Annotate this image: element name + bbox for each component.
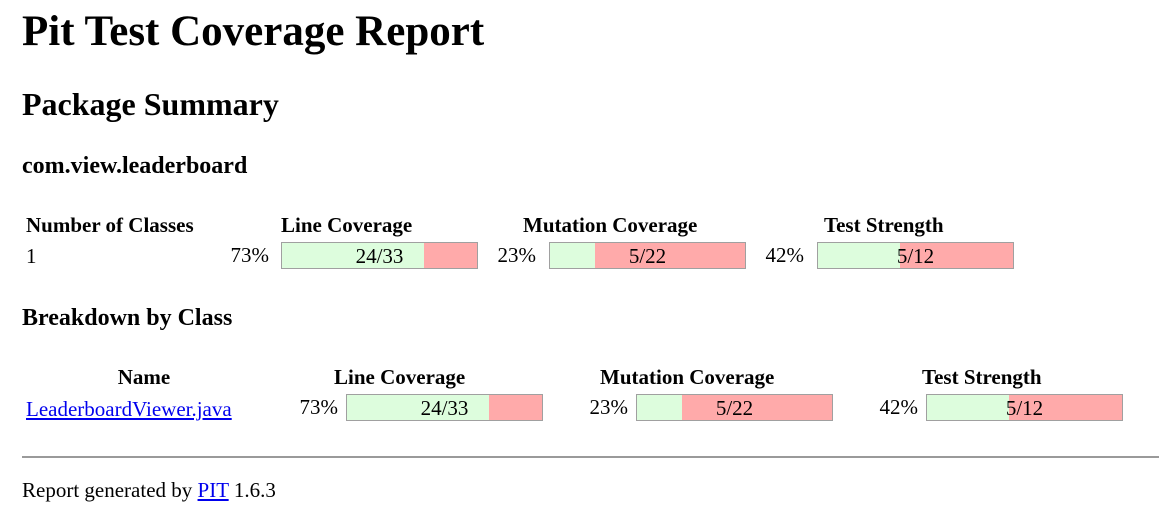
- line-coverage-covered-fill: [347, 395, 490, 420]
- header-number-of-classes: Number of Classes: [26, 213, 194, 237]
- footer-prefix: Report generated by: [22, 478, 193, 502]
- footer-divider: [22, 456, 1159, 458]
- test-strength-percent: 42%: [879, 395, 919, 419]
- test-strength-covered-fill: [927, 395, 1009, 420]
- line-coverage-covered-fill: [282, 243, 425, 268]
- class-file-link[interactable]: LeaderboardViewer.java: [26, 397, 232, 421]
- line-coverage-percent: 73%: [299, 395, 339, 419]
- test-strength-label: 5/12: [1005, 396, 1044, 420]
- mutation-coverage-covered-fill: [550, 243, 595, 268]
- line-coverage-label: 24/33: [355, 244, 404, 268]
- pit-link[interactable]: PIT: [197, 478, 229, 502]
- test-strength-covered-fill: [818, 243, 900, 268]
- header-mutation-coverage: Mutation Coverage: [600, 365, 775, 389]
- number-of-classes-value: 1: [26, 244, 37, 268]
- test-strength-bar: 5/12: [817, 242, 1014, 269]
- header-test-strength: Test Strength: [922, 365, 1042, 389]
- mutation-coverage-covered-fill: [637, 395, 682, 420]
- mutation-coverage-label: 5/22: [628, 244, 667, 268]
- line-coverage-bar: 24/33: [281, 242, 478, 269]
- package-name: com.view.leaderboard: [22, 153, 248, 179]
- header-line-coverage: Line Coverage: [281, 213, 413, 237]
- mutation-coverage-label: 5/22: [715, 396, 754, 420]
- header-line-coverage: Line Coverage: [334, 365, 466, 389]
- mutation-coverage-percent: 23%: [589, 395, 629, 419]
- mutation-coverage-percent: 23%: [497, 243, 537, 267]
- test-strength-bar: 5/12: [926, 394, 1123, 421]
- breakdown-heading: Breakdown by Class: [22, 305, 233, 331]
- mutation-coverage-bar: 5/22: [549, 242, 746, 269]
- line-coverage-percent: 73%: [230, 243, 270, 267]
- pit-version: 1.6.3: [233, 478, 276, 502]
- line-coverage-label: 24/33: [420, 396, 469, 420]
- line-coverage-bar: 24/33: [346, 394, 543, 421]
- mutation-coverage-bar: 5/22: [636, 394, 833, 421]
- header-name: Name: [117, 365, 171, 389]
- test-strength-percent: 42%: [765, 243, 805, 267]
- package-summary-heading: Package Summary: [22, 86, 279, 122]
- page-title: Pit Test Coverage Report: [22, 8, 485, 55]
- test-strength-label: 5/12: [896, 244, 935, 268]
- header-mutation-coverage: Mutation Coverage: [523, 213, 698, 237]
- footer: Report generated by PIT 1.6.3: [22, 477, 276, 503]
- header-test-strength: Test Strength: [824, 213, 944, 237]
